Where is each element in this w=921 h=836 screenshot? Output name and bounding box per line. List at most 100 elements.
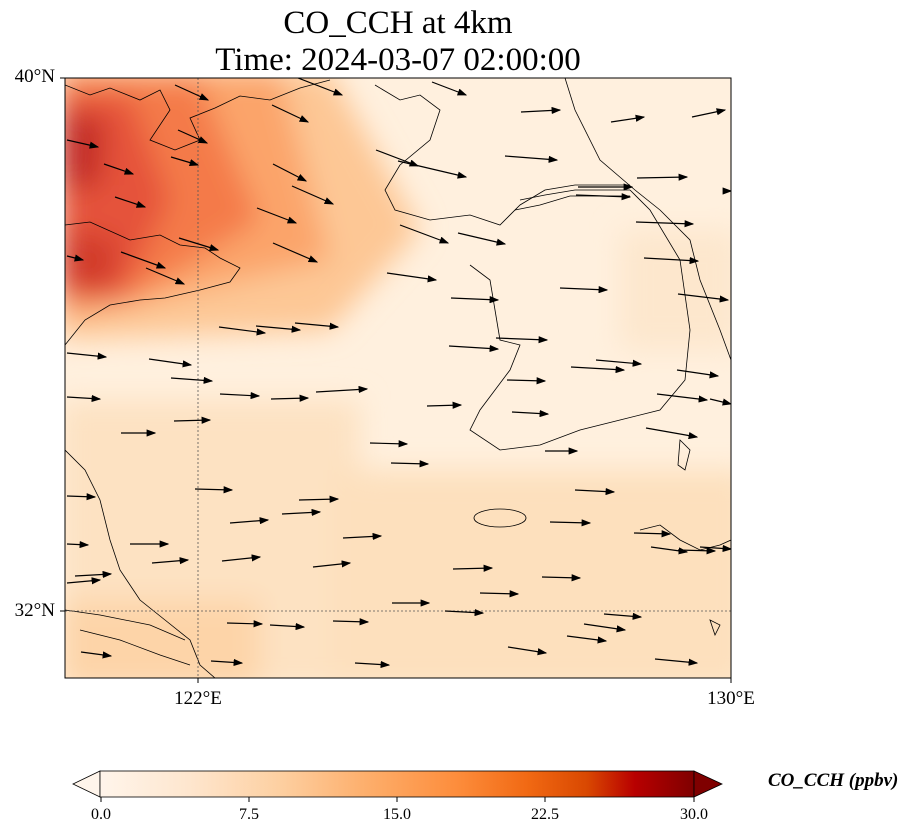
wind-arrow bbox=[221, 554, 262, 562]
wind-arrow bbox=[74, 570, 113, 579]
wind-arrow bbox=[656, 393, 709, 403]
lon-label-130e: 130°E bbox=[707, 688, 755, 709]
wind-arrow bbox=[457, 232, 507, 246]
map-frame bbox=[64, 77, 732, 679]
wind-arrow bbox=[281, 508, 322, 517]
wind-arrow bbox=[170, 156, 200, 167]
wind-arrow bbox=[386, 272, 438, 283]
wind-arrow bbox=[603, 612, 643, 620]
wind-arrow bbox=[650, 546, 689, 555]
wind-arrow bbox=[342, 532, 383, 541]
wind-arrow bbox=[677, 547, 717, 555]
wind-arrow bbox=[177, 129, 209, 144]
wind-arrow bbox=[450, 296, 500, 304]
wind-arrow bbox=[511, 409, 550, 418]
wind-arrow bbox=[270, 394, 310, 402]
lon-label-122e: 122°E bbox=[174, 688, 222, 709]
wind-arrow bbox=[66, 254, 85, 262]
wind-vectors bbox=[66, 78, 731, 669]
wind-arrow bbox=[291, 185, 335, 205]
wind-arrow bbox=[256, 207, 298, 224]
wind-arrow bbox=[174, 84, 210, 101]
wind-arrow bbox=[173, 416, 212, 424]
colorbar bbox=[72, 770, 723, 802]
wind-arrow bbox=[390, 460, 430, 468]
wind-arrow bbox=[66, 352, 108, 360]
wind-arrow bbox=[507, 646, 548, 656]
wind-arrow bbox=[574, 487, 616, 496]
wind-arrow bbox=[677, 293, 730, 303]
wind-arrow bbox=[448, 344, 500, 353]
wind-arrow bbox=[479, 590, 520, 598]
colorbar-tick-7-5: 7.5 bbox=[239, 806, 259, 823]
wind-arrow bbox=[298, 495, 340, 503]
wind-arrow bbox=[332, 618, 370, 626]
wind-arrow bbox=[691, 108, 727, 118]
wind-arrow bbox=[495, 336, 549, 344]
wind-arrow bbox=[103, 163, 135, 175]
wind-arrow bbox=[218, 326, 267, 336]
wind-arrow bbox=[66, 394, 102, 403]
lat-label-32n: 32°N bbox=[14, 600, 55, 621]
wind-arrow bbox=[426, 401, 463, 409]
wind-arrow bbox=[312, 560, 352, 568]
map-title: CO_CCH at 4km bbox=[283, 5, 513, 41]
wind-arrow bbox=[676, 369, 720, 379]
wind-arrow bbox=[549, 519, 592, 527]
wind-arrow bbox=[66, 577, 102, 585]
wind-arrow bbox=[178, 237, 220, 251]
wind-arrow bbox=[148, 358, 193, 368]
wind-arrow bbox=[397, 160, 468, 179]
wind-arrow bbox=[271, 104, 310, 123]
wind-arrow bbox=[645, 427, 699, 440]
wind-arrow bbox=[297, 78, 344, 96]
wind-arrow bbox=[506, 377, 547, 385]
wind-arrow bbox=[145, 267, 186, 285]
wind-arrow bbox=[194, 486, 234, 494]
colorbar-tick-30: 30.0 bbox=[680, 806, 708, 823]
wind-arrow bbox=[570, 365, 626, 374]
wind-arrow bbox=[699, 544, 731, 553]
wind-arrow bbox=[444, 608, 485, 617]
wind-arrow bbox=[80, 651, 113, 659]
wind-arrow bbox=[294, 322, 340, 330]
wind-arrow bbox=[315, 385, 369, 394]
wind-arrow bbox=[520, 106, 562, 115]
wind-arrow bbox=[269, 622, 306, 631]
wind-arrow bbox=[114, 196, 147, 208]
wind-arrow bbox=[452, 564, 494, 572]
wind-arrow bbox=[210, 658, 244, 667]
wind-arrow bbox=[399, 224, 450, 244]
wind-arrow bbox=[654, 658, 699, 666]
wind-arrow bbox=[369, 440, 409, 448]
wind-arrow bbox=[709, 398, 731, 406]
wind-arrow bbox=[610, 114, 646, 123]
wind-arrow bbox=[66, 493, 97, 501]
wind-arrow bbox=[272, 163, 308, 182]
colorbar-tick-0: 0.0 bbox=[91, 806, 111, 823]
wind-arrow bbox=[643, 256, 700, 265]
wind-arrow bbox=[583, 623, 627, 633]
wind-arrow bbox=[504, 155, 559, 163]
map-time: Time: 2024-03-07 02:00:00 bbox=[215, 42, 581, 78]
wind-arrow bbox=[272, 242, 319, 263]
wind-arrow bbox=[431, 81, 468, 96]
wind-arrow bbox=[575, 193, 632, 201]
wind-arrow bbox=[595, 359, 643, 367]
wind-arrow bbox=[559, 286, 609, 294]
colorbar-tick-15: 15.0 bbox=[383, 806, 411, 823]
wind-arrow bbox=[636, 173, 689, 181]
colorbar-tick-22-5: 22.5 bbox=[531, 806, 559, 823]
wind-arrow bbox=[120, 251, 167, 269]
wind-arrow bbox=[566, 635, 608, 644]
wind-arrow bbox=[633, 530, 672, 538]
wind-arrow bbox=[66, 541, 90, 549]
wind-arrow bbox=[229, 517, 270, 525]
wind-arrow bbox=[541, 574, 582, 582]
wind-arrow bbox=[170, 376, 214, 384]
wind-arrow bbox=[255, 325, 302, 333]
colorbar-label: CO_CCH (ppbv) bbox=[768, 770, 899, 791]
wind-arrow bbox=[354, 660, 391, 669]
wind-arrow bbox=[151, 557, 190, 565]
